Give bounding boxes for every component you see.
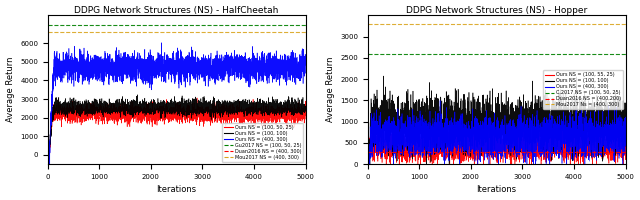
X-axis label: Iterations: Iterations: [477, 185, 516, 194]
Y-axis label: Average Return: Average Return: [6, 57, 15, 122]
Y-axis label: Average Return: Average Return: [326, 57, 335, 122]
X-axis label: Iterations: Iterations: [157, 185, 196, 194]
Legend: Ours NS = (100, 50, 25), Ours NS = (100, 100), Ours NS = (400, 300), Gu2017 NS =: Ours NS = (100, 50, 25), Ours NS = (100,…: [222, 123, 303, 162]
Legend: Ours NS = (100, 55, 25), Ours NS = (100, 100), Ours NS = (400, 300), C.2017 NS =: Ours NS = (100, 55, 25), Ours NS = (100,…: [543, 70, 623, 109]
Title: DDPG Network Structures (NS) - HalfCheetah: DDPG Network Structures (NS) - HalfCheet…: [74, 6, 279, 15]
Title: DDPG Network Structures (NS) - Hopper: DDPG Network Structures (NS) - Hopper: [406, 6, 588, 15]
